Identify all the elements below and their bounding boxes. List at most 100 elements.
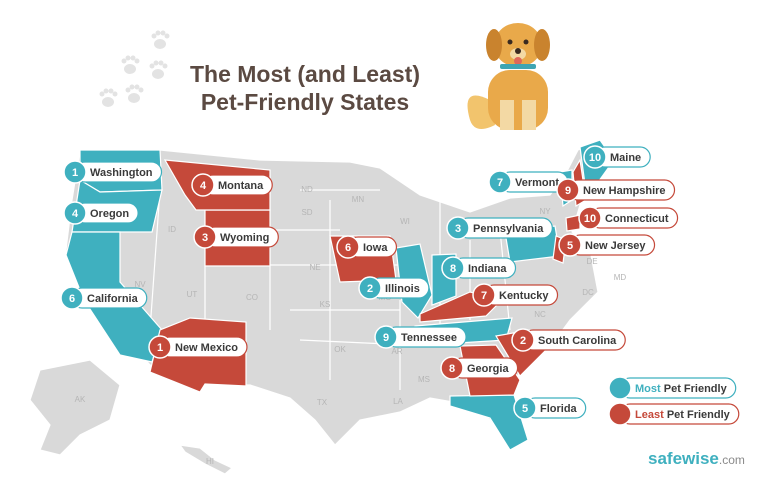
state-label: New Jersey 5 (558, 233, 656, 257)
legend-emphasis: Most (635, 383, 661, 395)
rank-badge (336, 235, 360, 259)
state-abbreviation: NY (539, 207, 551, 216)
state-name: Iowa (363, 242, 388, 254)
legend-swatch (608, 402, 632, 426)
state-abbreviation: NE (309, 263, 320, 272)
state-name: California (87, 293, 139, 305)
state-abbreviation: CO (246, 293, 258, 302)
rank-badge (63, 160, 87, 184)
legend-rest: Pet Friendly (664, 383, 728, 395)
state-label: Montana 4 (191, 173, 273, 197)
state-name: Vermont (515, 177, 559, 189)
state-name: Kentucky (499, 290, 549, 302)
state-name: Washington (90, 167, 153, 179)
state-label: Georgia 8 (440, 356, 519, 380)
state-abbreviation: ND (301, 185, 313, 194)
state-abbreviation: SD (301, 208, 312, 217)
state-name: Indiana (468, 263, 507, 275)
rank-badge (556, 178, 580, 202)
state-label: New Mexico 1 (148, 335, 248, 359)
rank-badge (488, 170, 512, 194)
state-label: Connecticut 10 (578, 206, 679, 230)
legend-swatch (608, 376, 632, 400)
rank-badge (583, 145, 607, 169)
state-name: Georgia (467, 363, 509, 375)
state-abbreviation: ID (168, 225, 176, 234)
state-name: New Hampshire (583, 185, 666, 197)
state-name: Oregon (90, 208, 129, 220)
state-name: Illinois (385, 283, 420, 295)
state-label: Vermont 7 (488, 170, 569, 194)
rank-badge (148, 335, 172, 359)
rank-badge (558, 233, 582, 257)
rank-number: 1 (157, 342, 163, 354)
state-label: South Carolina 2 (511, 328, 626, 352)
state-abbreviation: AR (391, 347, 402, 356)
state-label: Iowa 6 (336, 235, 398, 259)
rank-number: 4 (200, 180, 207, 192)
logo: safewise.com (648, 449, 745, 468)
rank-badge (358, 276, 382, 300)
rank-badge (440, 356, 464, 380)
state-label: Tennessee 9 (374, 325, 467, 349)
rank-number: 4 (72, 208, 79, 220)
rank-number: 7 (497, 177, 503, 189)
rank-badge (578, 206, 602, 230)
state-name: New Jersey (585, 240, 646, 252)
rank-number: 8 (450, 263, 456, 275)
title-line: The Most (and Least) (190, 61, 420, 87)
state-abbreviation: HI (206, 457, 214, 466)
rank-number: 2 (367, 283, 373, 295)
state-abbreviation: NV (134, 280, 146, 289)
state-abbreviation: TX (317, 398, 328, 407)
state-name: Wyoming (220, 232, 269, 244)
state-name: Connecticut (605, 213, 669, 225)
logo-name: safewise (648, 449, 719, 468)
state-label: Illinois 2 (358, 276, 430, 300)
state-label: Oregon 4 (63, 201, 139, 225)
state-name: South Carolina (538, 335, 617, 347)
dog-illustration (467, 23, 550, 130)
rank-badge (441, 256, 465, 280)
state-name: Maine (610, 152, 641, 164)
state-abbreviation: MS (418, 375, 430, 384)
rank-badge (60, 286, 84, 310)
rank-number: 7 (481, 290, 487, 302)
rank-badge (472, 283, 496, 307)
rank-number: 10 (589, 152, 601, 164)
rank-number: 9 (383, 332, 389, 344)
state-label: Kentucky 7 (472, 283, 559, 307)
rank-number: 5 (522, 403, 528, 415)
rank-badge (63, 201, 87, 225)
legend-rest: Pet Friendly (667, 409, 731, 421)
legend-emphasis: Least (635, 409, 664, 421)
state-abbreviation: DC (582, 288, 594, 297)
rank-number: 8 (449, 363, 455, 375)
rank-number: 9 (565, 185, 571, 197)
rank-number: 10 (584, 213, 596, 225)
state-abbreviation: LA (393, 397, 403, 406)
state-label: New Hampshire 9 (556, 178, 676, 202)
rank-badge (513, 396, 537, 420)
state-label: Florida 5 (513, 396, 587, 420)
title-line: Pet-Friendly States (201, 89, 409, 115)
rank-number: 6 (345, 242, 351, 254)
rank-badge (446, 216, 470, 240)
rank-number: 3 (202, 232, 208, 244)
state-abbreviation: MN (352, 195, 365, 204)
state-abbreviation: OK (334, 345, 346, 354)
state-name: New Mexico (175, 342, 238, 354)
legend-label: Least Pet Friendly (635, 409, 731, 421)
state-name: Montana (218, 180, 264, 192)
rank-number: 2 (520, 335, 526, 347)
state-label: Pennsylvania 3 (446, 216, 553, 240)
state-abbreviation: MD (614, 273, 627, 282)
state-abbreviation: KS (320, 300, 331, 309)
state-abbreviation: NC (534, 310, 546, 319)
state-name: Florida (540, 403, 578, 415)
state-abbreviation: AK (75, 395, 86, 404)
rank-badge (193, 225, 217, 249)
paw-prints (99, 30, 170, 107)
rank-badge (511, 328, 535, 352)
